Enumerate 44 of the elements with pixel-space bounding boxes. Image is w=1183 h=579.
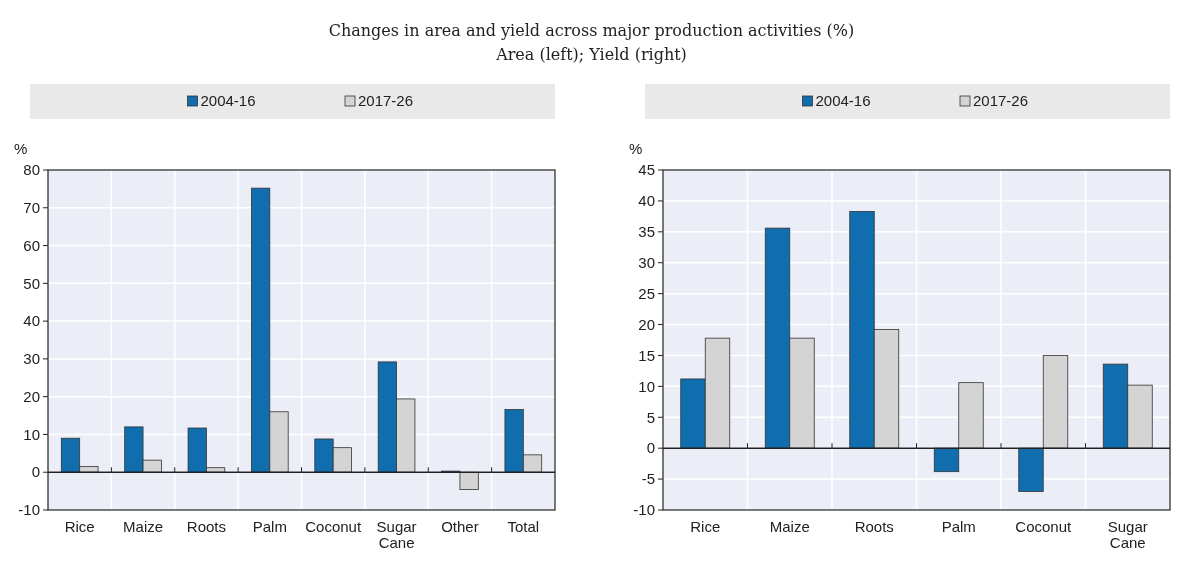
text: Area (left); Yield (right) [495, 45, 687, 64]
x-tick-label: Coconut [305, 518, 362, 535]
y-tick-label: 0 [31, 463, 40, 481]
y-tick-label: 20 [23, 387, 40, 405]
y-tick-label: 45 [638, 161, 655, 179]
x-tick-label: Palm [252, 518, 287, 535]
x-tick-label: Rice [64, 518, 95, 535]
y-tick-label: -10 [18, 501, 40, 519]
y-tick-label: 40 [638, 192, 655, 210]
y-tick-label: 0 [646, 439, 655, 457]
x-tick-label: Roots [854, 518, 894, 535]
y-tick-label: 60 [23, 236, 40, 254]
x-tick-label: Palm [941, 518, 976, 535]
x-tick-label: Sugar Cane [376, 518, 417, 551]
x-tick-label: Maize [123, 518, 164, 535]
x-tick-label: Maize [769, 518, 810, 535]
y-tick-label: 15 [638, 346, 655, 364]
x-tick-label: Total [507, 518, 540, 535]
x-tick-label: Sugar Cane [1107, 518, 1148, 551]
legend-label: 2017-26 [358, 92, 414, 109]
y-tick-label: -10 [633, 501, 655, 519]
y-tick-label: 70 [23, 199, 40, 217]
legend-label: 2004-16 [200, 92, 256, 109]
y-tick-label: 40 [23, 312, 40, 330]
y-tick-label: 80 [23, 161, 40, 179]
x-tick-label: Other [441, 518, 479, 535]
y-axis-title: % [629, 140, 643, 157]
y-tick-label: 20 [638, 315, 655, 333]
y-tick-label: 35 [638, 223, 655, 241]
y-tick-label: 10 [23, 425, 40, 443]
x-tick-label: Roots [186, 518, 227, 535]
legend-label: 2017-26 [973, 92, 1029, 109]
x-tick-label: Rice [690, 518, 721, 535]
y-axis-title: % [14, 140, 28, 157]
x-tick-label: Coconut [1015, 518, 1073, 535]
y-tick-label: 50 [23, 274, 40, 292]
text: Changes in area and yield across major production activities (%) [328, 21, 855, 40]
legend-label: 2004-16 [815, 92, 871, 109]
y-tick-label: 5 [646, 408, 655, 426]
y-tick-label: 10 [638, 377, 655, 395]
y-tick-label: 30 [638, 253, 655, 271]
y-tick-label: -5 [641, 470, 655, 488]
y-tick-label: 30 [23, 350, 40, 368]
y-tick-label: 25 [638, 284, 655, 302]
